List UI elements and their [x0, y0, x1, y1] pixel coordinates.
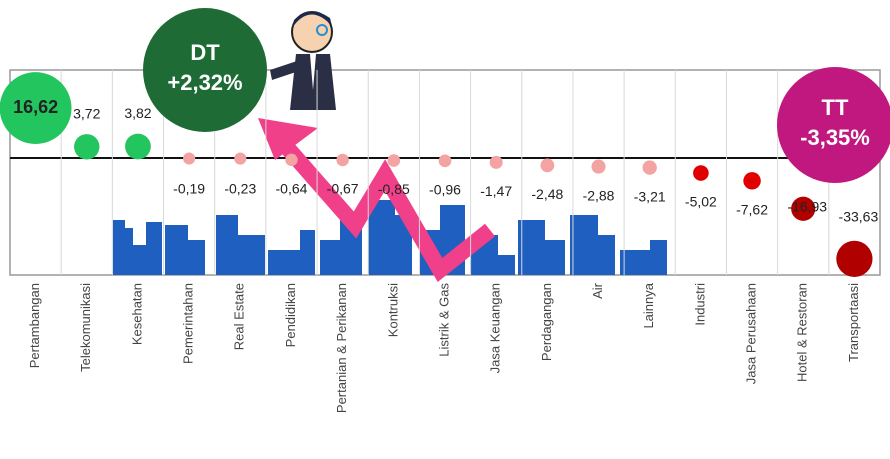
bubble — [791, 196, 816, 221]
bubble — [540, 158, 555, 173]
value-label: -2,48 — [531, 186, 563, 202]
bubble — [591, 159, 606, 174]
x-tick-label: Pendidikan — [283, 283, 298, 347]
value-label: -0,19 — [173, 181, 205, 197]
value-label: 3,82 — [124, 105, 151, 121]
bubble — [285, 153, 298, 167]
value-label: -0,64 — [276, 181, 308, 197]
annotation-badge — [777, 67, 890, 183]
bubble — [234, 152, 247, 165]
x-tick-label: Pemerintahan — [181, 283, 196, 364]
value-label: 16,62 — [13, 97, 58, 117]
annotation-text: +2,32% — [167, 70, 242, 95]
x-tick-label: Pertanian & Perikanan — [334, 283, 349, 413]
annotation-text: -3,35% — [800, 125, 870, 150]
x-tick-label: Lainnya — [641, 282, 656, 328]
bubble — [387, 154, 401, 167]
value-label: -0,23 — [224, 181, 256, 197]
value-label: -33,63 — [839, 209, 879, 225]
value-label: -1,47 — [480, 183, 512, 199]
value-label: -16,93 — [787, 199, 827, 215]
x-tick-label: Jasa Perusahaan — [743, 283, 758, 384]
bubble — [642, 160, 657, 175]
x-tick-label: Kontruksi — [385, 283, 400, 337]
x-tick-label: Real Estate — [232, 283, 247, 350]
value-label: -0,67 — [327, 181, 359, 197]
value-label: -3,21 — [634, 188, 666, 204]
x-tick-label: Hotel & Restoran — [795, 283, 810, 382]
bubble — [836, 240, 873, 277]
value-label: -7,62 — [736, 202, 768, 218]
annotation-badge — [143, 8, 267, 132]
x-tick-label: Pertambangan — [27, 283, 42, 368]
x-tick-label: Perdagangan — [539, 283, 554, 361]
x-tick-label: Telekomunikasi — [78, 283, 93, 372]
x-tick-label: Air — [590, 282, 605, 299]
x-tick-label: Jasa Keuangan — [488, 283, 503, 373]
x-tick-label: Transportaasi — [846, 283, 861, 362]
bubble — [0, 72, 72, 144]
bubble — [336, 153, 349, 167]
value-label: -2,88 — [583, 187, 615, 203]
bubble — [183, 152, 196, 165]
x-tick-label: Listrik & Gas — [436, 283, 451, 357]
bubble — [693, 165, 709, 181]
x-tick-label: Industri — [692, 283, 707, 326]
x-tick-label: Kesehatan — [129, 283, 144, 345]
annotation-title: TT — [822, 95, 849, 120]
bubble — [489, 155, 503, 169]
annotation-title: DT — [190, 40, 220, 65]
decoration — [9, 11, 881, 283]
value-label: -0,85 — [378, 181, 410, 197]
value-label: -0,96 — [429, 182, 461, 198]
bubble — [125, 133, 151, 160]
value-label: 3,72 — [73, 105, 100, 121]
bubble — [438, 154, 452, 168]
value-label: -5,02 — [685, 194, 717, 210]
bubble — [74, 134, 100, 160]
bubble — [743, 172, 761, 190]
